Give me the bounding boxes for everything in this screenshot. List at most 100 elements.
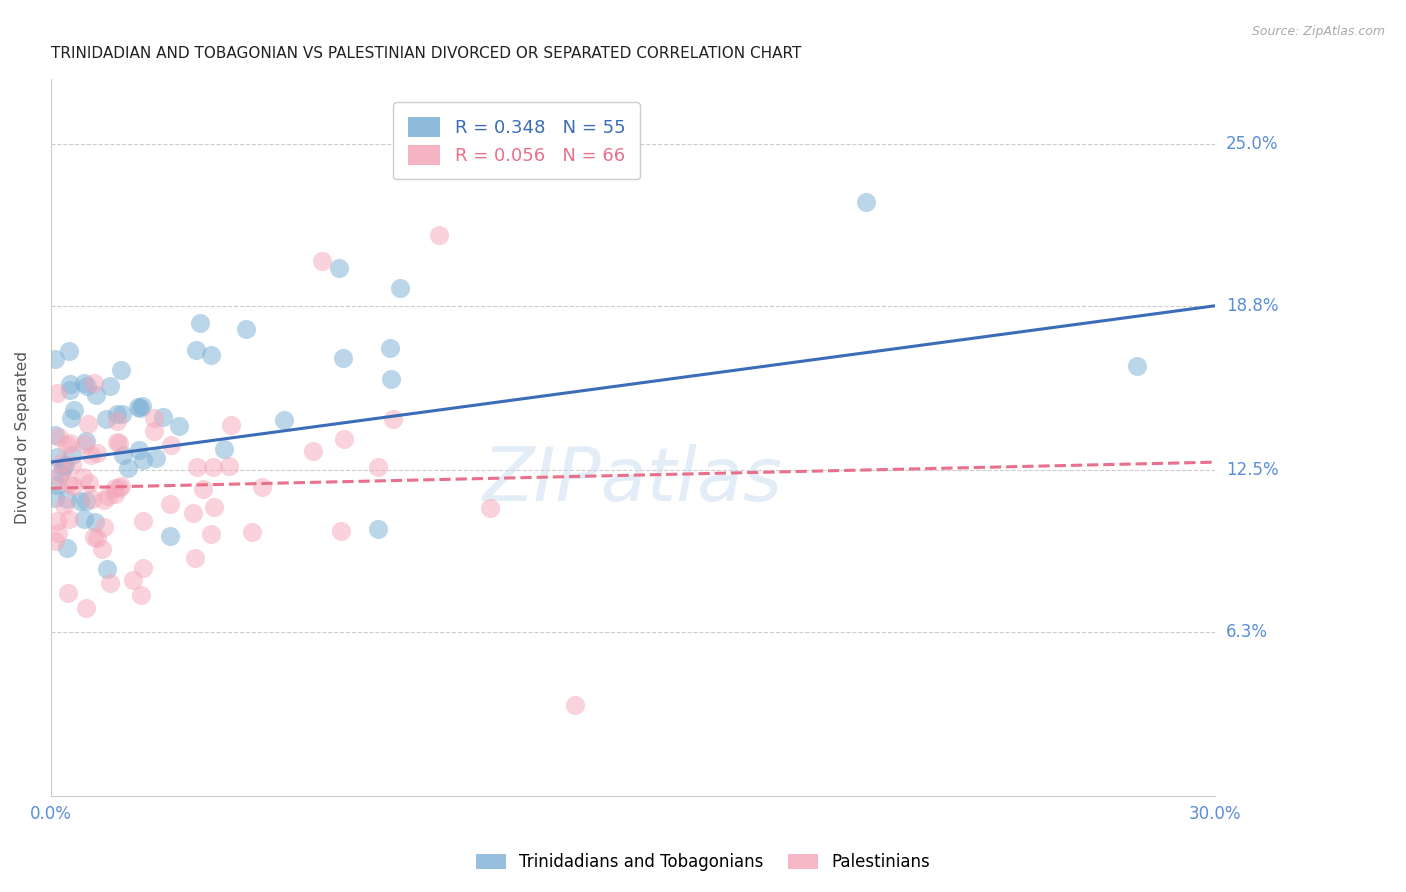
Point bbox=[93, 520, 115, 534]
Point bbox=[132, 514, 155, 528]
Point bbox=[311, 254, 333, 268]
Point bbox=[86, 388, 108, 402]
Point bbox=[75, 601, 97, 615]
Point bbox=[45, 386, 67, 401]
Point bbox=[75, 434, 97, 448]
Point bbox=[328, 260, 350, 275]
Point bbox=[44, 533, 66, 548]
Point bbox=[212, 442, 235, 456]
Text: Source: ZipAtlas.com: Source: ZipAtlas.com bbox=[1251, 25, 1385, 38]
Point bbox=[48, 470, 70, 484]
Point bbox=[59, 384, 82, 398]
Point bbox=[86, 446, 108, 460]
Point bbox=[221, 418, 243, 433]
Point bbox=[131, 399, 153, 413]
Point bbox=[302, 443, 325, 458]
Point bbox=[94, 411, 117, 425]
Point bbox=[152, 410, 174, 425]
Point bbox=[131, 453, 153, 467]
Point bbox=[83, 376, 105, 391]
Y-axis label: Divorced or Separated: Divorced or Separated bbox=[15, 351, 30, 524]
Point bbox=[184, 343, 207, 357]
Text: 25.0%: 25.0% bbox=[1226, 136, 1278, 153]
Point bbox=[73, 512, 96, 526]
Point bbox=[479, 500, 502, 515]
Point bbox=[84, 515, 107, 529]
Point bbox=[329, 524, 352, 538]
Point bbox=[389, 280, 412, 294]
Point bbox=[77, 475, 100, 490]
Point bbox=[855, 194, 877, 209]
Point bbox=[59, 410, 82, 425]
Point bbox=[111, 448, 134, 462]
Point bbox=[564, 698, 586, 712]
Point bbox=[69, 493, 91, 508]
Point bbox=[45, 478, 67, 492]
Point bbox=[46, 450, 69, 465]
Point bbox=[129, 401, 152, 415]
Point bbox=[200, 348, 222, 362]
Point bbox=[45, 514, 67, 528]
Point bbox=[117, 461, 139, 475]
Point bbox=[72, 470, 94, 484]
Point bbox=[56, 541, 79, 556]
Text: 18.8%: 18.8% bbox=[1226, 297, 1278, 315]
Point bbox=[96, 562, 118, 576]
Point bbox=[105, 434, 128, 449]
Point bbox=[44, 491, 66, 505]
Point bbox=[105, 407, 128, 421]
Point bbox=[46, 526, 69, 541]
Point bbox=[218, 459, 240, 474]
Point bbox=[332, 351, 354, 365]
Point bbox=[55, 458, 77, 472]
Point bbox=[90, 542, 112, 557]
Point bbox=[143, 424, 166, 438]
Point bbox=[201, 460, 224, 475]
Point bbox=[77, 417, 100, 431]
Point bbox=[76, 379, 98, 393]
Point bbox=[44, 352, 66, 367]
Point bbox=[380, 372, 402, 386]
Point bbox=[62, 448, 84, 462]
Text: 12.5%: 12.5% bbox=[1226, 461, 1278, 479]
Point bbox=[104, 487, 127, 501]
Point bbox=[145, 450, 167, 465]
Point bbox=[60, 458, 83, 472]
Point bbox=[273, 413, 295, 427]
Point bbox=[104, 482, 127, 496]
Legend: Trinidadians and Tobagonians, Palestinians: Trinidadians and Tobagonians, Palestinia… bbox=[467, 845, 939, 880]
Point bbox=[186, 460, 208, 475]
Point bbox=[100, 576, 122, 591]
Point bbox=[58, 512, 80, 526]
Point bbox=[427, 228, 450, 243]
Text: ZIPatlas: ZIPatlas bbox=[482, 444, 783, 516]
Point bbox=[160, 438, 183, 452]
Point bbox=[367, 522, 389, 536]
Point bbox=[235, 322, 257, 336]
Point bbox=[49, 467, 72, 481]
Point bbox=[56, 476, 79, 491]
Text: 6.3%: 6.3% bbox=[1226, 623, 1268, 640]
Point bbox=[80, 448, 103, 462]
Point bbox=[56, 438, 79, 452]
Point bbox=[200, 527, 222, 541]
Point bbox=[110, 479, 132, 493]
Point bbox=[98, 379, 121, 393]
Point bbox=[127, 400, 149, 414]
Point bbox=[188, 317, 211, 331]
Point bbox=[131, 588, 153, 602]
Point bbox=[58, 344, 80, 359]
Point bbox=[378, 341, 401, 355]
Point bbox=[184, 550, 207, 565]
Point bbox=[191, 482, 214, 496]
Point bbox=[332, 432, 354, 446]
Point bbox=[111, 407, 134, 421]
Point bbox=[96, 489, 118, 503]
Point bbox=[63, 403, 86, 417]
Point bbox=[93, 493, 115, 508]
Point bbox=[250, 480, 273, 494]
Point bbox=[105, 414, 128, 428]
Point bbox=[122, 573, 145, 587]
Point bbox=[48, 430, 70, 444]
Point bbox=[80, 492, 103, 507]
